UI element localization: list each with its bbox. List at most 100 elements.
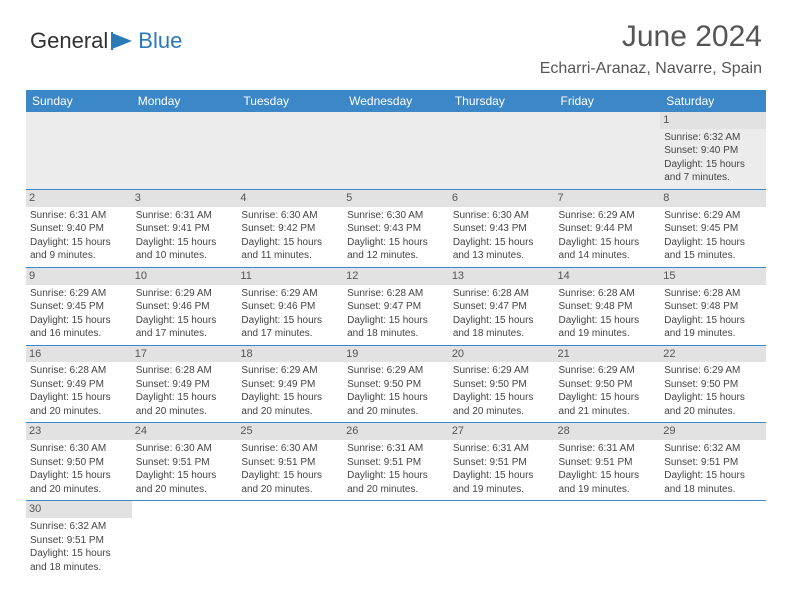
day-info-line: Sunrise: 6:28 AM [453,287,551,301]
calendar-day-cell: 19Sunrise: 6:29 AMSunset: 9:50 PMDayligh… [343,345,449,423]
day-number: 4 [237,190,343,207]
calendar-day-cell [449,501,555,578]
day-number: 6 [449,190,555,207]
calendar-day-cell [132,112,238,189]
day-info-line: Sunset: 9:45 PM [664,222,762,236]
day-number: 17 [132,346,238,363]
day-info-line: Sunrise: 6:28 AM [136,364,234,378]
day-number: 16 [26,346,132,363]
day-info-line: Daylight: 15 hours [241,469,339,483]
day-number: 23 [26,423,132,440]
day-number: 19 [343,346,449,363]
day-info-line: Daylight: 15 hours [664,158,762,172]
day-number: 22 [660,346,766,363]
day-info-line: and 19 minutes. [453,483,551,497]
day-info-line: Sunset: 9:45 PM [30,300,128,314]
day-info-line: Daylight: 15 hours [136,236,234,250]
day-info-line: Sunrise: 6:28 AM [30,364,128,378]
day-info-line: Sunrise: 6:32 AM [664,442,762,456]
title-block: June 2024 Echarri-Aranaz, Navarre, Spain [540,20,762,78]
calendar-day-cell: 15Sunrise: 6:28 AMSunset: 9:48 PMDayligh… [660,267,766,345]
day-info-line: Daylight: 15 hours [664,391,762,405]
calendar-day-cell: 2Sunrise: 6:31 AMSunset: 9:40 PMDaylight… [26,189,132,267]
calendar-day-cell [237,501,343,578]
day-number: 9 [26,268,132,285]
day-info-line: Sunset: 9:51 PM [559,456,657,470]
day-info-line: Sunset: 9:48 PM [559,300,657,314]
calendar-day-cell [343,501,449,578]
day-info-line: Sunset: 9:51 PM [347,456,445,470]
calendar-day-cell: 20Sunrise: 6:29 AMSunset: 9:50 PMDayligh… [449,345,555,423]
day-info-line: Daylight: 15 hours [453,391,551,405]
weekday-header: Sunday [26,90,132,112]
day-info-line: Sunrise: 6:29 AM [241,287,339,301]
weekday-header: Thursday [449,90,555,112]
day-info-line: Daylight: 15 hours [347,469,445,483]
day-info-line: Sunrise: 6:28 AM [347,287,445,301]
weekday-header: Saturday [660,90,766,112]
day-info-line: Sunset: 9:51 PM [241,456,339,470]
day-info-line: and 18 minutes. [30,561,128,575]
day-info-line: Sunrise: 6:30 AM [241,442,339,456]
day-info-line: Daylight: 15 hours [347,236,445,250]
day-number: 12 [343,268,449,285]
calendar-day-cell: 30Sunrise: 6:32 AMSunset: 9:51 PMDayligh… [26,501,132,578]
calendar-day-cell: 29Sunrise: 6:32 AMSunset: 9:51 PMDayligh… [660,423,766,501]
location-label: Echarri-Aranaz, Navarre, Spain [540,60,762,78]
day-info-line: Sunset: 9:47 PM [453,300,551,314]
calendar-week-row: 30Sunrise: 6:32 AMSunset: 9:51 PMDayligh… [26,501,766,578]
day-info-line: Daylight: 15 hours [30,547,128,561]
day-number: 28 [555,423,661,440]
calendar-day-cell: 3Sunrise: 6:31 AMSunset: 9:41 PMDaylight… [132,189,238,267]
calendar-day-cell: 14Sunrise: 6:28 AMSunset: 9:48 PMDayligh… [555,267,661,345]
calendar-day-cell: 8Sunrise: 6:29 AMSunset: 9:45 PMDaylight… [660,189,766,267]
brand-logo: General Blue [30,20,182,54]
day-info-line: Sunrise: 6:30 AM [136,442,234,456]
day-info-line: Daylight: 15 hours [559,391,657,405]
calendar-day-cell: 4Sunrise: 6:30 AMSunset: 9:42 PMDaylight… [237,189,343,267]
day-number: 26 [343,423,449,440]
day-number: 7 [555,190,661,207]
day-info-line: Sunrise: 6:32 AM [664,131,762,145]
day-info-line: and 21 minutes. [559,405,657,419]
day-info-line: Sunset: 9:43 PM [453,222,551,236]
day-info-line: and 20 minutes. [136,405,234,419]
day-info-line: Sunset: 9:49 PM [136,378,234,392]
day-info-line: and 11 minutes. [241,249,339,263]
day-info-line: Daylight: 15 hours [136,391,234,405]
calendar-day-cell: 26 Sunrise: 6:31 AMSunset: 9:51 PMDayligh… [343,423,449,501]
day-number [343,501,449,503]
day-info-line: Daylight: 15 hours [30,314,128,328]
calendar-day-cell: 23Sunrise: 6:30 AMSunset: 9:50 PMDayligh… [26,423,132,501]
brand-part1: General [30,28,108,54]
day-info-line: and 20 minutes. [453,405,551,419]
day-info-line: Daylight: 15 hours [30,236,128,250]
day-number: 3 [132,190,238,207]
day-info-line: Sunset: 9:41 PM [136,222,234,236]
day-info-line: Sunset: 9:46 PM [136,300,234,314]
day-info-line: Sunrise: 6:31 AM [347,442,445,456]
day-info-line: Sunset: 9:51 PM [30,534,128,548]
day-number [237,501,343,503]
day-info-line: Sunrise: 6:29 AM [136,287,234,301]
calendar-week-row: 16Sunrise: 6:28 AMSunset: 9:49 PMDayligh… [26,345,766,423]
day-info-line: Sunset: 9:51 PM [453,456,551,470]
day-number: 14 [555,268,661,285]
day-number [132,501,238,503]
calendar-day-cell: 21Sunrise: 6:29 AMSunset: 9:50 PMDayligh… [555,345,661,423]
day-info-line: and 19 minutes. [664,327,762,341]
calendar-table: SundayMondayTuesdayWednesdayThursdayFrid… [26,90,766,578]
day-info-line: and 10 minutes. [136,249,234,263]
brand-part2: Blue [138,28,182,54]
calendar-day-cell: 22Sunrise: 6:29 AMSunset: 9:50 PMDayligh… [660,345,766,423]
day-info-line: Sunrise: 6:32 AM [30,520,128,534]
day-number [555,501,661,503]
day-info-line: Sunrise: 6:29 AM [30,287,128,301]
weekday-header: Friday [555,90,661,112]
day-info-line: Sunrise: 6:30 AM [347,209,445,223]
day-info-line: and 20 minutes. [347,405,445,419]
day-info-line: Daylight: 15 hours [664,236,762,250]
day-info-line: Daylight: 15 hours [453,236,551,250]
day-number: 18 [237,346,343,363]
day-info-line: Daylight: 15 hours [241,391,339,405]
